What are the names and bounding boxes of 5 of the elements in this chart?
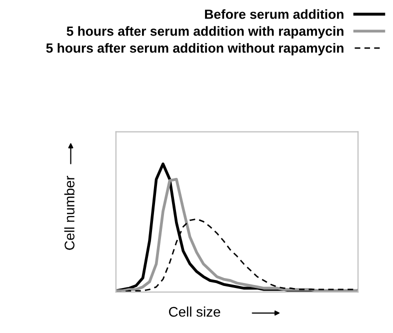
y-axis-title: Cell number	[64, 176, 74, 250]
legend-label: 5 hours after serum addition with rapamycin	[66, 26, 344, 38]
legend-label: Before serum addition	[205, 9, 344, 19]
legend-label: 5 hours after serum addition without rapamycin	[46, 43, 344, 56]
x-axis-title: Cell size	[169, 306, 220, 317]
